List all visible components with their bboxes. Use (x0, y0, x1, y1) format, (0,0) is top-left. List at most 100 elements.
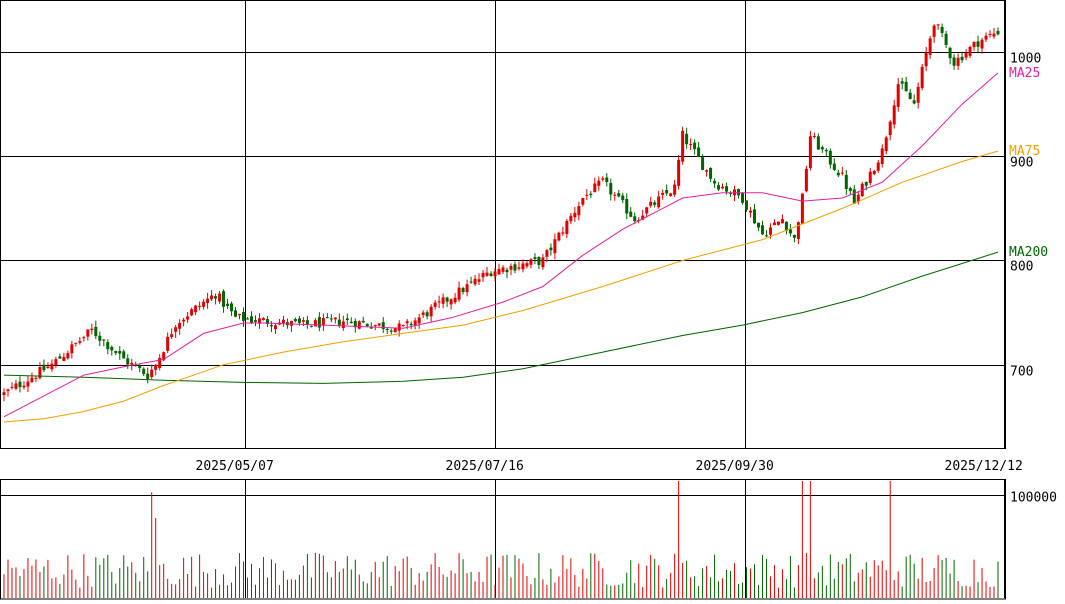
candle-body (848, 188, 852, 191)
candle-body (812, 135, 816, 137)
candle-body (944, 33, 948, 45)
candle-body (509, 266, 513, 270)
candle-body (772, 222, 776, 226)
candle-body (768, 227, 772, 235)
y-tick-label: 700 (1010, 365, 1033, 380)
candle-body (705, 170, 709, 172)
candle-body (457, 287, 461, 300)
candle-body (489, 273, 493, 277)
candle-body (433, 302, 437, 307)
candle-body (381, 322, 385, 329)
candle-body (214, 296, 218, 299)
candle-body (134, 365, 138, 367)
candle-body (333, 317, 337, 320)
candle-body (729, 193, 733, 195)
candle-body (920, 66, 924, 88)
candle-body (685, 133, 689, 145)
candle-body (146, 373, 150, 380)
candle-body (832, 163, 836, 170)
candle-body (38, 367, 42, 379)
candle-body (745, 200, 749, 210)
candle-body (246, 318, 250, 320)
candle-body (425, 312, 429, 317)
candle-body (844, 174, 848, 189)
candle-body (409, 323, 413, 326)
legend-ma200: MA200 (1009, 245, 1048, 260)
candle-body (54, 359, 58, 366)
candle-body (317, 317, 321, 328)
candle-body (988, 33, 992, 35)
candle-body (46, 366, 50, 369)
candle-body (82, 337, 86, 339)
candle-body (725, 186, 729, 192)
candle-body (545, 250, 549, 257)
volume-tick-label: 100000 (1010, 491, 1057, 506)
candle-body (142, 368, 146, 374)
candle-body (661, 192, 665, 195)
candle-body (808, 136, 812, 168)
candle-body (465, 284, 469, 293)
candle-body (206, 298, 210, 303)
volume-panel-frame (0, 479, 1006, 600)
candle-body (852, 189, 856, 204)
y-tick-label: 900 (1010, 156, 1033, 171)
candle-body (158, 357, 162, 368)
candle-body (900, 81, 904, 84)
candle-body (373, 324, 377, 326)
candle-body (10, 386, 14, 388)
candle-body (226, 303, 230, 306)
y-tick-label: 1000 (1010, 52, 1041, 67)
candle-body (78, 341, 82, 343)
candle-body (74, 342, 78, 344)
candle-body (329, 318, 333, 320)
candle-body (513, 264, 517, 271)
candle-body (405, 321, 409, 324)
candle-body (537, 256, 541, 265)
candle-body (305, 320, 309, 325)
candle-body (748, 210, 752, 213)
candle-body (50, 363, 54, 370)
candle-body (118, 351, 122, 354)
candle-body (477, 279, 481, 282)
candle-body (253, 320, 257, 322)
candle-body (928, 38, 932, 55)
candle-body (469, 281, 473, 283)
candle-body (585, 194, 589, 196)
candle-body (780, 219, 784, 224)
candle-body (361, 320, 365, 323)
candle-body (605, 177, 609, 183)
candle-body (521, 263, 525, 270)
y-tick-label: 800 (1010, 260, 1033, 275)
ma200-line (3, 251, 999, 384)
candle-body (501, 267, 505, 272)
candle-body (90, 328, 94, 331)
candle-body (964, 53, 968, 58)
candle-body (138, 365, 142, 369)
candle-body (525, 263, 529, 267)
candle-body (417, 317, 421, 324)
candle-body (110, 346, 114, 351)
candle-body (473, 278, 477, 285)
candle-body (349, 321, 353, 324)
candle-body (441, 297, 445, 304)
candle-body (150, 369, 154, 378)
ma75-line (3, 150, 999, 423)
candle-body (218, 293, 222, 302)
price-panel-frame (0, 0, 1006, 449)
candle-body (645, 207, 649, 214)
candle-body (681, 130, 685, 162)
candle-body (369, 327, 373, 329)
x-tick-label: 2025/05/07 (196, 459, 274, 474)
candle-body (126, 358, 130, 365)
candle-body (481, 272, 485, 278)
candle-body (613, 194, 617, 196)
candle-body (792, 234, 796, 238)
candle-body (529, 259, 533, 265)
candle-body (673, 184, 677, 195)
candle-body (397, 323, 401, 331)
candle-body (2, 392, 6, 396)
candle-body (453, 297, 457, 303)
candle-body (345, 318, 349, 321)
candle-body (597, 180, 601, 186)
